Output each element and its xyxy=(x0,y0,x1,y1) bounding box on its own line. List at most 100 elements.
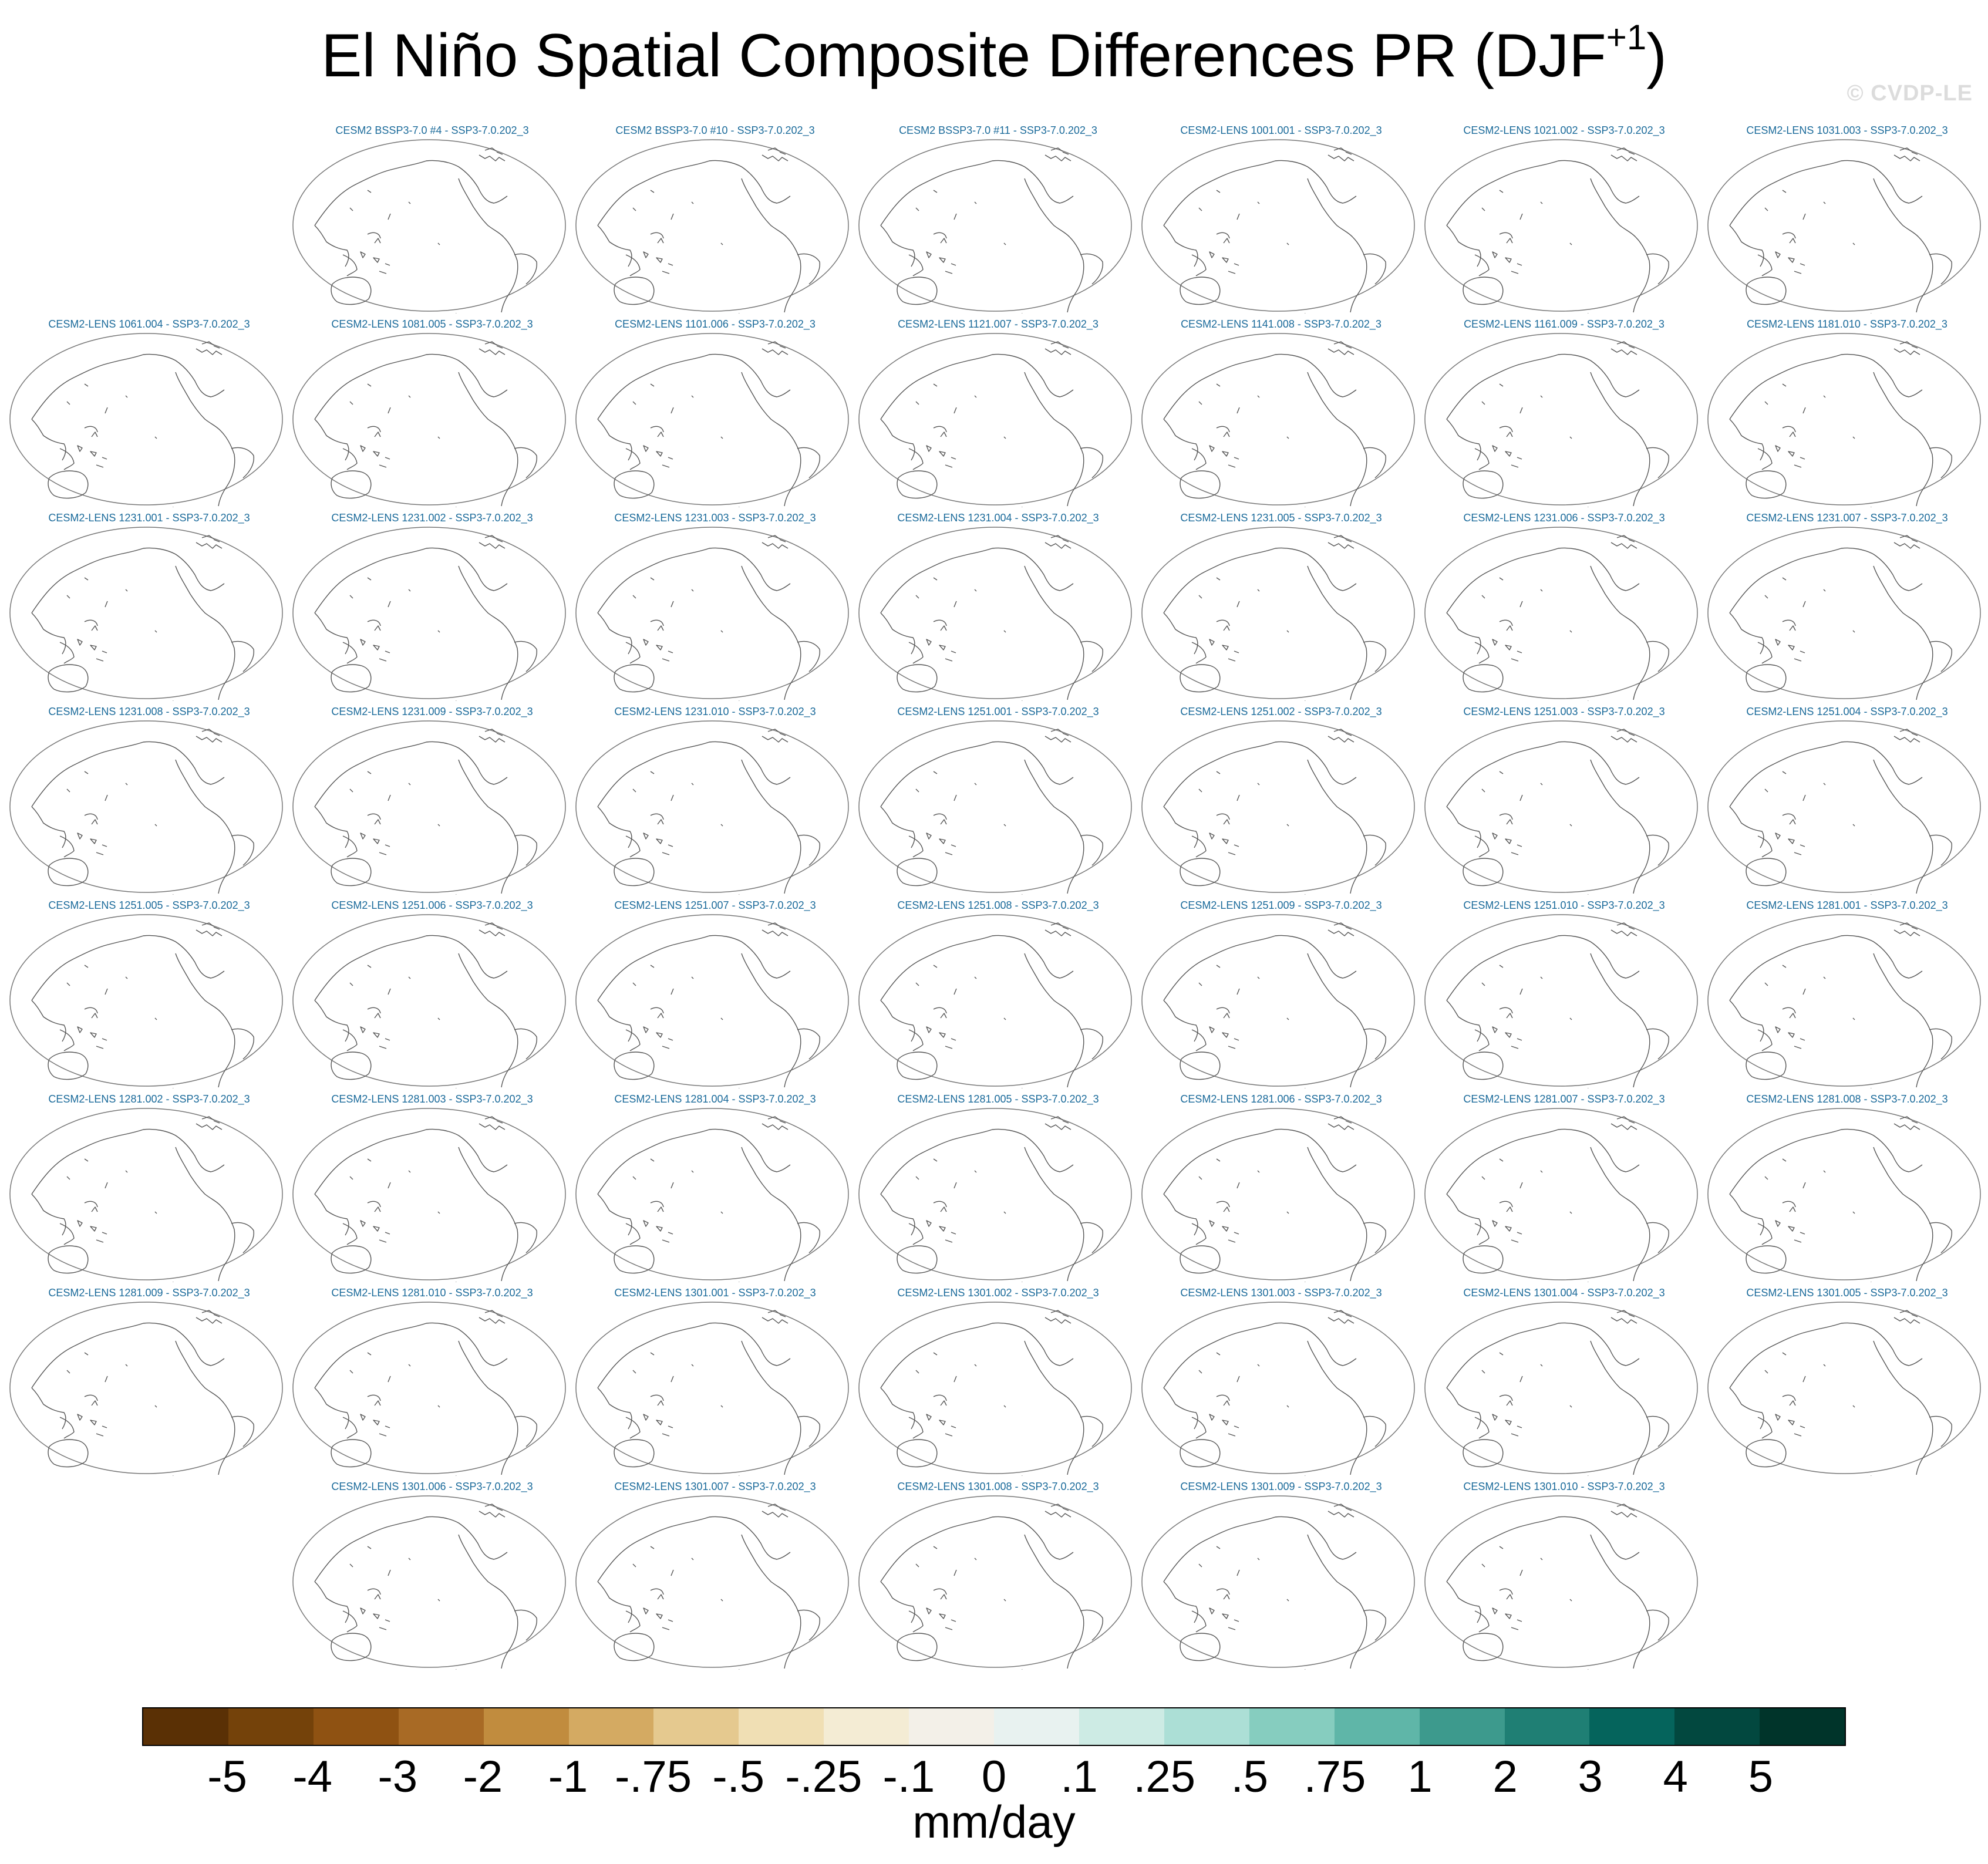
map-outline xyxy=(575,1108,849,1280)
colorbar-swatch xyxy=(909,1708,995,1745)
map-outline xyxy=(1424,1302,1698,1474)
map-outline xyxy=(858,914,1132,1087)
globe-map xyxy=(1707,527,1981,701)
map-panel: CESM2-LENS 1251.010 - SSP3-7.0.202_3 xyxy=(1423,899,1705,1093)
map-outline xyxy=(575,914,849,1087)
map-panel: CESM2-LENS 1061.004 - SSP3-7.0.202_3 xyxy=(8,318,290,512)
map-outline xyxy=(9,1302,283,1474)
figure-title-main: El Niño Spatial Composite Differences PR… xyxy=(321,22,1606,90)
globe-map xyxy=(858,720,1132,895)
map-panel-title: CESM2-LENS 1281.003 - SSP3-7.0.202_3 xyxy=(331,1093,533,1105)
map-outline xyxy=(9,1108,283,1280)
map-outline xyxy=(1707,1302,1981,1474)
map-panel-title: CESM2-LENS 1301.009 - SSP3-7.0.202_3 xyxy=(1180,1481,1382,1492)
colorbar-tick-label: -.75 xyxy=(615,1752,692,1802)
colorbar-tick-label: .5 xyxy=(1231,1752,1268,1802)
globe-map xyxy=(575,1495,849,1670)
globe-map xyxy=(1424,1108,1698,1282)
map-panel-title: CESM2-LENS 1281.008 - SSP3-7.0.202_3 xyxy=(1746,1093,1948,1105)
map-panel: CESM2-LENS 1081.005 - SSP3-7.0.202_3 xyxy=(291,318,573,512)
globe-map xyxy=(1424,139,1698,314)
globe-map xyxy=(292,139,566,314)
colorbar-swatch xyxy=(1164,1708,1249,1745)
map-panel: CESM2 BSSP3-7.0 #4 - SSP3-7.0.202_3 xyxy=(291,124,573,318)
map-outline xyxy=(1707,333,1981,505)
map-panel: CESM2-LENS 1231.002 - SSP3-7.0.202_3 xyxy=(291,512,573,706)
colorbar-swatch xyxy=(1760,1708,1845,1745)
map-panel-title: CESM2-LENS 1231.010 - SSP3-7.0.202_3 xyxy=(614,706,816,717)
map-panel: CESM2-LENS 1251.001 - SSP3-7.0.202_3 xyxy=(857,706,1139,899)
map-panel: CESM2-LENS 1301.009 - SSP3-7.0.202_3 xyxy=(1140,1481,1422,1674)
globe-map xyxy=(1424,914,1698,1088)
globe-map xyxy=(9,527,283,701)
globe-map xyxy=(9,333,283,507)
map-panel: CESM2-LENS 1121.007 - SSP3-7.0.202_3 xyxy=(857,318,1139,512)
map-panel: CESM2 BSSP3-7.0 #10 - SSP3-7.0.202_3 xyxy=(574,124,856,318)
map-outline xyxy=(1424,914,1698,1087)
map-panel: CESM2-LENS 1231.004 - SSP3-7.0.202_3 xyxy=(857,512,1139,706)
map-panel: CESM2-LENS 1281.010 - SSP3-7.0.202_3 xyxy=(291,1287,573,1481)
colorbar-tick-label: 1 xyxy=(1407,1752,1433,1802)
colorbar-swatch xyxy=(1504,1708,1590,1745)
map-panel-title: CESM2-LENS 1251.002 - SSP3-7.0.202_3 xyxy=(1180,706,1382,717)
map-outline xyxy=(858,720,1132,893)
colorbar-tick-label: 4 xyxy=(1663,1752,1688,1802)
map-panel-title: CESM2-LENS 1281.001 - SSP3-7.0.202_3 xyxy=(1746,899,1948,911)
globe-map xyxy=(1141,1495,1415,1670)
globe-map xyxy=(858,914,1132,1088)
globe-map xyxy=(1141,1108,1415,1282)
map-outline xyxy=(858,139,1132,312)
map-panel: CESM2-LENS 1281.002 - SSP3-7.0.202_3 xyxy=(8,1093,290,1287)
colorbar-swatch xyxy=(1674,1708,1760,1745)
colorbar-swatch xyxy=(994,1708,1079,1745)
globe-map xyxy=(1424,527,1698,701)
map-panel-title: CESM2-LENS 1231.006 - SSP3-7.0.202_3 xyxy=(1463,512,1665,524)
map-panel-title: CESM2-LENS 1231.001 - SSP3-7.0.202_3 xyxy=(48,512,250,524)
map-panel: CESM2-LENS 1231.006 - SSP3-7.0.202_3 xyxy=(1423,512,1705,706)
globe-map xyxy=(292,914,566,1088)
colorbar-tick-label: 2 xyxy=(1492,1752,1518,1802)
colorbar-swatch xyxy=(143,1708,228,1745)
map-panel: CESM2-LENS 1301.008 - SSP3-7.0.202_3 xyxy=(857,1481,1139,1674)
map-outline xyxy=(1141,527,1415,699)
map-outline xyxy=(9,527,283,699)
map-outline xyxy=(575,1495,849,1668)
map-panel-title: CESM2-LENS 1251.003 - SSP3-7.0.202_3 xyxy=(1463,706,1665,717)
map-panel-title: CESM2-LENS 1231.009 - SSP3-7.0.202_3 xyxy=(331,706,533,717)
map-panel: CESM2-LENS 1281.001 - SSP3-7.0.202_3 xyxy=(1706,899,1988,1093)
colorbar xyxy=(142,1707,1846,1746)
globe-map xyxy=(1707,1302,1981,1476)
globe-map xyxy=(292,720,566,895)
map-panel: CESM2-LENS 1251.003 - SSP3-7.0.202_3 xyxy=(1423,706,1705,899)
map-outline xyxy=(292,1302,566,1474)
map-panel: CESM2-LENS 1141.008 - SSP3-7.0.202_3 xyxy=(1140,318,1422,512)
map-panel: CESM2-LENS 1181.010 - SSP3-7.0.202_3 xyxy=(1706,318,1988,512)
globe-map xyxy=(9,720,283,895)
map-panel: CESM2-LENS 1251.007 - SSP3-7.0.202_3 xyxy=(574,899,856,1093)
figure-title-superscript: +1 xyxy=(1606,18,1647,57)
map-panel-title: CESM2-LENS 1251.005 - SSP3-7.0.202_3 xyxy=(48,899,250,911)
map-outline xyxy=(292,1495,566,1668)
map-outline xyxy=(1707,139,1981,312)
globe-map xyxy=(1141,139,1415,314)
map-panel-title: CESM2-LENS 1301.001 - SSP3-7.0.202_3 xyxy=(614,1287,816,1299)
globe-map xyxy=(1707,139,1981,314)
globe-map xyxy=(575,139,849,314)
map-panel-title: CESM2-LENS 1301.008 - SSP3-7.0.202_3 xyxy=(897,1481,1099,1492)
map-panel-title: CESM2-LENS 1231.004 - SSP3-7.0.202_3 xyxy=(897,512,1099,524)
map-outline xyxy=(858,1302,1132,1474)
map-outline xyxy=(858,1495,1132,1668)
map-outline xyxy=(575,333,849,505)
map-panel-title: CESM2-LENS 1301.005 - SSP3-7.0.202_3 xyxy=(1746,1287,1948,1299)
map-outline xyxy=(1141,139,1415,312)
map-panel-title: CESM2-LENS 1121.007 - SSP3-7.0.202_3 xyxy=(898,318,1099,330)
colorbar-tick-label: -4 xyxy=(292,1752,332,1802)
map-panel: CESM2-LENS 1231.010 - SSP3-7.0.202_3 xyxy=(574,706,856,899)
colorbar-swatch xyxy=(568,1708,654,1745)
map-panel: CESM2-LENS 1251.008 - SSP3-7.0.202_3 xyxy=(857,899,1139,1093)
colorbar-swatch xyxy=(1334,1708,1420,1745)
map-outline xyxy=(1141,720,1415,893)
map-panel: CESM2-LENS 1301.002 - SSP3-7.0.202_3 xyxy=(857,1287,1139,1481)
map-outline xyxy=(9,914,283,1087)
globe-map xyxy=(1141,720,1415,895)
